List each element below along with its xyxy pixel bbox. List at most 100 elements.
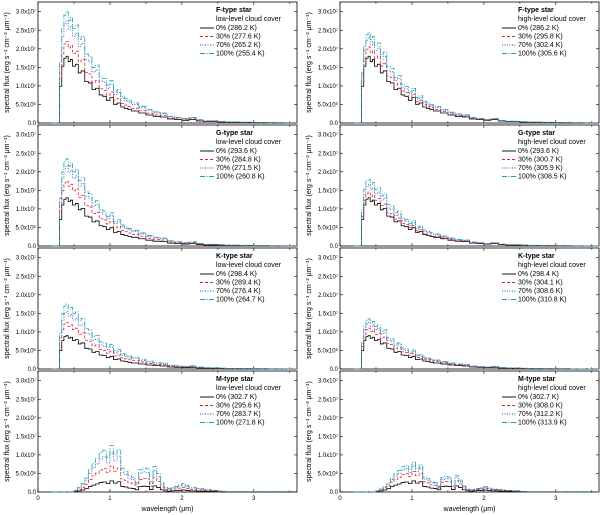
- series-line-0pct: [354, 335, 599, 370]
- y-tick-label: 1.5x10⁷: [318, 433, 338, 440]
- panel-subtitle: high-level cloud cover: [518, 262, 586, 269]
- legend-entry: 0% (302.7 K): [518, 394, 559, 401]
- series-line-30pct: [52, 465, 297, 493]
- panel-title: G-type star: [216, 130, 253, 137]
- legend-entry: 30% (277.6 K): [216, 34, 261, 41]
- y-tick-label: 2.0x10⁷: [318, 169, 338, 176]
- panel-subtitle: low-level cloud cover: [216, 262, 282, 269]
- y-axis-label: spectral flux (erg s⁻¹ cm⁻² μm⁻¹): [306, 12, 313, 113]
- y-tick-label: 5.0x10⁶: [16, 224, 37, 231]
- panel-title: K-type star: [518, 253, 555, 260]
- legend-entry: 0% (302.7 K): [216, 394, 257, 401]
- panel-subtitle: high-level cloud cover: [518, 16, 586, 23]
- legend-entry: 100% (260.8 K): [216, 174, 265, 181]
- y-tick-label: 5.0x10⁶: [16, 470, 37, 477]
- y-tick-label: 5.0x10⁶: [318, 101, 339, 108]
- series-line-100pct: [52, 158, 297, 247]
- legend-entry: 70% (276.4 K): [216, 288, 261, 295]
- panel-frame: [37, 124, 298, 247]
- legend-entry: 30% (295.6 K): [216, 403, 261, 410]
- y-tick-label: 1.5x10⁷: [318, 310, 338, 317]
- panel-title: M-type star: [518, 376, 556, 383]
- panel-frame: [339, 124, 600, 247]
- panel-title: M-type star: [216, 376, 254, 383]
- legend-entry: 100% (308.5 K): [518, 174, 567, 181]
- y-tick-label: 1.0x10⁷: [318, 452, 338, 459]
- y-axis-label: spectral flux (erg s⁻¹ cm⁻² μm⁻¹): [4, 258, 11, 359]
- y-tick-label: 3.0x10⁷: [16, 132, 36, 139]
- series-line-100pct: [354, 318, 599, 370]
- y-tick-label: 0.0: [330, 121, 339, 127]
- panel-title: K-type star: [216, 253, 253, 260]
- y-tick-label: 1.5x10⁷: [318, 64, 338, 71]
- y-tick-label: 2.0x10⁷: [318, 292, 338, 299]
- y-tick-label: 1.5x10⁷: [16, 64, 36, 71]
- y-tick-label: 2.5x10⁷: [318, 27, 338, 34]
- x-tick-label: 2: [180, 496, 184, 502]
- y-tick-label: 0.0: [330, 490, 339, 496]
- y-tick-label: 1.0x10⁷: [318, 329, 338, 336]
- y-tick-label: 1.0x10⁷: [16, 206, 36, 213]
- series-line-30pct: [52, 180, 297, 247]
- y-tick-label: 2.0x10⁷: [16, 169, 36, 176]
- y-tick-label: 2.0x10⁷: [318, 415, 338, 422]
- legend-entry: 100% (305.6 K): [518, 51, 567, 58]
- series-line-30pct: [354, 191, 599, 247]
- legend-entry: 100% (310.8 K): [518, 297, 567, 304]
- y-tick-label: 2.5x10⁷: [16, 396, 36, 403]
- y-tick-label: 3.0x10⁷: [318, 9, 338, 16]
- legend-entry: 100% (313.9 K): [518, 420, 567, 427]
- panel-frame: [339, 370, 600, 493]
- y-axis-label: spectral flux (erg s⁻¹ cm⁻² μm⁻¹): [306, 135, 313, 236]
- series-line-30pct: [52, 322, 297, 370]
- legend-entry: 70% (265.2 K): [216, 42, 261, 49]
- y-tick-label: 3.0x10⁷: [318, 378, 338, 385]
- legend-entry: 70% (312.2 K): [518, 411, 563, 418]
- panel-frame: [339, 1, 600, 124]
- panel-subtitle: low-level cloud cover: [216, 385, 282, 392]
- y-tick-label: 5.0x10⁶: [16, 101, 37, 108]
- y-axis-label: spectral flux (erg s⁻¹ cm⁻² μm⁻¹): [4, 381, 11, 482]
- y-tick-label: 1.0x10⁷: [16, 83, 36, 90]
- legend-entry: 30% (300.7 K): [518, 157, 563, 164]
- legend-entry: 70% (271.5 K): [216, 165, 261, 172]
- y-axis-label: spectral flux (erg s⁻¹ cm⁻² μm⁻¹): [306, 258, 313, 359]
- x-tick-label: 1: [108, 496, 112, 502]
- y-tick-label: 1.0x10⁷: [318, 83, 338, 90]
- y-tick-label: 2.5x10⁷: [318, 150, 338, 157]
- y-tick-label: 3.0x10⁷: [16, 378, 36, 385]
- legend-entry: 0% (286.2 K): [518, 25, 559, 32]
- series-line-0pct: [52, 55, 297, 124]
- legend-entry: 30% (295.8 K): [518, 34, 563, 41]
- y-tick-label: 5.0x10⁶: [318, 347, 339, 354]
- legend-entry: 30% (289.4 K): [216, 280, 261, 287]
- y-tick-label: 0.0: [330, 367, 339, 373]
- series-line-0pct: [52, 197, 297, 247]
- x-axis-label: wavelength (μm): [443, 506, 496, 513]
- y-tick-label: 0.0: [28, 121, 37, 127]
- x-tick-label: 2: [482, 496, 486, 502]
- legend-entry: 30% (284.8 K): [216, 157, 261, 164]
- series-line-30pct: [354, 471, 599, 493]
- y-axis-label: spectral flux (erg s⁻¹ cm⁻² μm⁻¹): [4, 12, 11, 113]
- legend-entry: 100% (271.8 K): [216, 420, 265, 427]
- panel-subtitle: low-level cloud cover: [216, 139, 282, 146]
- y-tick-label: 2.5x10⁷: [318, 273, 338, 280]
- panel-title: G-type star: [518, 130, 555, 137]
- legend-entry: 100% (264.7 K): [216, 297, 265, 304]
- y-tick-label: 0.0: [28, 244, 37, 250]
- series-line-100pct: [354, 461, 599, 493]
- y-tick-label: 2.0x10⁷: [16, 46, 36, 53]
- series-line-100pct: [354, 178, 599, 247]
- y-tick-label: 3.0x10⁷: [318, 255, 338, 262]
- y-tick-label: 2.0x10⁷: [16, 415, 36, 422]
- legend-entry: 70% (305.9 K): [518, 165, 563, 172]
- panel-title: F-type star: [518, 7, 554, 14]
- legend-entry: 100% (255.4 K): [216, 51, 265, 58]
- legend-entry: 70% (283.7 K): [216, 411, 261, 418]
- y-axis-label: spectral flux (erg s⁻¹ cm⁻² μm⁻¹): [4, 135, 11, 236]
- y-tick-label: 1.0x10⁷: [318, 206, 338, 213]
- series-line-0pct: [354, 197, 599, 247]
- series-line-70pct: [52, 20, 297, 124]
